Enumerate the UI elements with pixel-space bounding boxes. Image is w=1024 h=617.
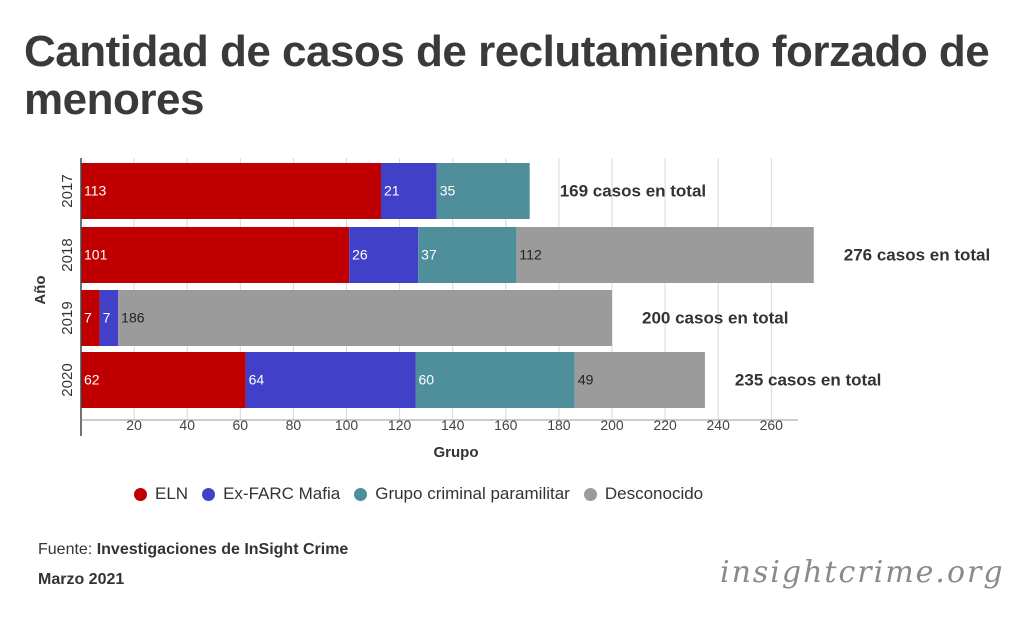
bar-segment [81, 290, 100, 346]
bars [81, 163, 814, 408]
y-tick-label: 2019 [59, 301, 76, 334]
total-label: 169 casos en total [560, 181, 706, 200]
data-label: 64 [249, 372, 265, 388]
bar-segment [81, 227, 350, 283]
bar-segment [118, 290, 613, 346]
total-label: 235 casos en total [735, 370, 881, 389]
x-tick-label: 100 [335, 417, 359, 433]
data-label: 60 [419, 372, 435, 388]
bar-segment [418, 227, 517, 283]
legend-item-desconocido: Desconocido [583, 484, 704, 504]
data-labels: 113 21 35 169 casos en total 101 26 37 112 276 c… [84, 181, 990, 389]
legend-item-ex-farc: Ex-FARC Mafia [202, 484, 340, 504]
bar-segment [81, 352, 246, 408]
source-prefix: Fuente: [38, 541, 97, 558]
x-tick-label: 80 [286, 417, 302, 433]
bar-segment [99, 290, 119, 346]
bar-segment [349, 227, 419, 283]
source-note: Fuente: Investigaciones de InSight Crime [38, 541, 348, 559]
chart-title: Cantidad de casos de reclutamiento forza… [24, 27, 990, 124]
x-axis-title: Grupo [434, 444, 479, 461]
bar-segment [436, 163, 530, 219]
x-tick-label: 60 [233, 417, 249, 433]
data-label: 7 [103, 310, 111, 326]
brand-logo: insightcrime.org [720, 555, 1005, 590]
data-label: 113 [84, 183, 107, 199]
x-tick-label: 140 [441, 417, 465, 433]
y-axis-title: Año [32, 275, 49, 304]
bar-segment [245, 352, 416, 408]
x-tick-label: 120 [388, 417, 412, 433]
legend-swatch-ex-farc [202, 487, 216, 501]
legend-item-paramilitar: Grupo criminal paramilitar [354, 484, 570, 504]
legend-swatch-eln [134, 487, 147, 501]
data-label: 21 [384, 183, 400, 199]
bar-segment [415, 352, 575, 408]
data-label: 7 [84, 310, 92, 326]
data-label: 26 [352, 247, 368, 263]
x-tick-label: 40 [179, 417, 195, 433]
legend-swatch-desconocido [583, 487, 597, 501]
data-label: 37 [421, 247, 437, 263]
axes: 20 40 60 80 100 120 140 160 180 200 220 240 260 Grupo… [32, 158, 798, 461]
legend-swatch-paramilitar [354, 487, 368, 501]
legend-label-ex-farc: Ex-FARC Mafia [223, 484, 341, 503]
y-tick-label: 2020 [59, 363, 76, 396]
data-label: 112 [519, 247, 542, 263]
y-tick-label: 2018 [59, 238, 76, 271]
total-label: 200 casos en total [642, 308, 788, 327]
x-tick-label: 20 [126, 417, 142, 433]
legend-label-eln: ELN [155, 484, 189, 503]
legend-item-eln: ELN [134, 484, 188, 504]
x-tick-label: 240 [707, 417, 731, 433]
x-tick-label: 220 [653, 417, 677, 433]
x-tick-label: 180 [547, 417, 571, 433]
bar-segment [381, 163, 437, 219]
legend: ELN Ex-FARC Mafia Grupo criminal paramil… [134, 484, 717, 504]
data-label: 62 [84, 372, 100, 388]
x-tick-label: 200 [600, 417, 624, 433]
bar-segment [574, 352, 705, 408]
total-label: 276 casos en total [844, 245, 990, 264]
legend-label-desconocido: Desconocido [604, 484, 704, 503]
data-label: 35 [440, 183, 456, 199]
source-text: Investigaciones de InSight Crime [96, 541, 349, 558]
bar-segment [516, 227, 814, 283]
x-tick-label: 160 [494, 417, 518, 433]
data-label: 186 [121, 310, 145, 326]
x-tick-label: 260 [760, 417, 784, 433]
y-tick-label: 2017 [59, 174, 76, 207]
legend-label-paramilitar: Grupo criminal paramilitar [375, 484, 570, 503]
data-label: 49 [578, 372, 594, 388]
date-note: Marzo 2021 [38, 571, 125, 588]
data-label: 101 [84, 247, 108, 263]
bar-segment [81, 163, 382, 219]
